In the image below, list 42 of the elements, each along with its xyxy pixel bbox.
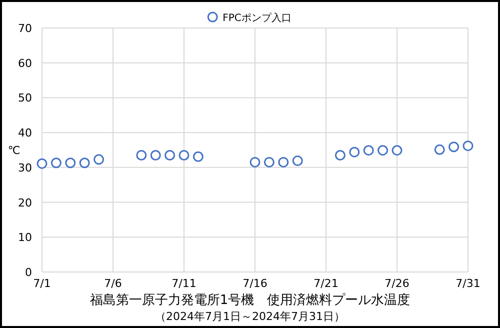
y-axis-title: ℃ bbox=[8, 144, 20, 157]
x-tick-label: 7/11 bbox=[172, 277, 196, 290]
legend-label: FPCポンプ入口 bbox=[222, 12, 292, 24]
y-tick-label: 10 bbox=[18, 231, 32, 244]
x-tick-label: 7/26 bbox=[384, 277, 410, 290]
y-tick-label: 50 bbox=[18, 92, 32, 105]
point bbox=[462, 140, 474, 152]
point bbox=[363, 145, 374, 156]
x-tick-label: 7/1 bbox=[33, 277, 51, 290]
point bbox=[36, 158, 48, 169]
x-tick-label: 7/21 bbox=[314, 277, 338, 290]
y-tick-label: 20 bbox=[18, 196, 32, 210]
legend: FPCポンプ入口 bbox=[207, 12, 292, 24]
point bbox=[50, 158, 62, 168]
y-tick-label: 70 bbox=[18, 22, 32, 35]
point bbox=[378, 145, 388, 156]
point bbox=[448, 142, 460, 152]
point bbox=[292, 156, 303, 166]
point bbox=[164, 150, 176, 160]
point bbox=[65, 158, 76, 168]
point bbox=[150, 150, 161, 160]
point bbox=[250, 156, 260, 168]
x-tick-label: 7/16 bbox=[242, 277, 268, 290]
point bbox=[278, 156, 289, 168]
point bbox=[79, 158, 90, 168]
y-tick-label: 30 bbox=[18, 161, 32, 174]
point bbox=[192, 151, 204, 162]
point bbox=[349, 146, 360, 158]
text: （2024年7月1日～2024年7月31日） bbox=[155, 310, 345, 323]
point bbox=[392, 145, 402, 156]
point bbox=[178, 150, 190, 160]
y-tick-label: 40 bbox=[18, 126, 32, 140]
point bbox=[264, 156, 274, 168]
text: 福島第一原子力発電所1号機 使用済燃料プール水温度 bbox=[90, 292, 410, 308]
point bbox=[434, 144, 445, 155]
point bbox=[334, 150, 346, 160]
x-tick-label: 7/6 bbox=[104, 277, 122, 290]
point bbox=[94, 154, 104, 165]
y-tick-label: 0 bbox=[25, 266, 32, 279]
x-tick-label: 7/31 bbox=[456, 277, 480, 290]
point bbox=[136, 150, 147, 160]
y-tick-label: 60 bbox=[18, 56, 32, 70]
